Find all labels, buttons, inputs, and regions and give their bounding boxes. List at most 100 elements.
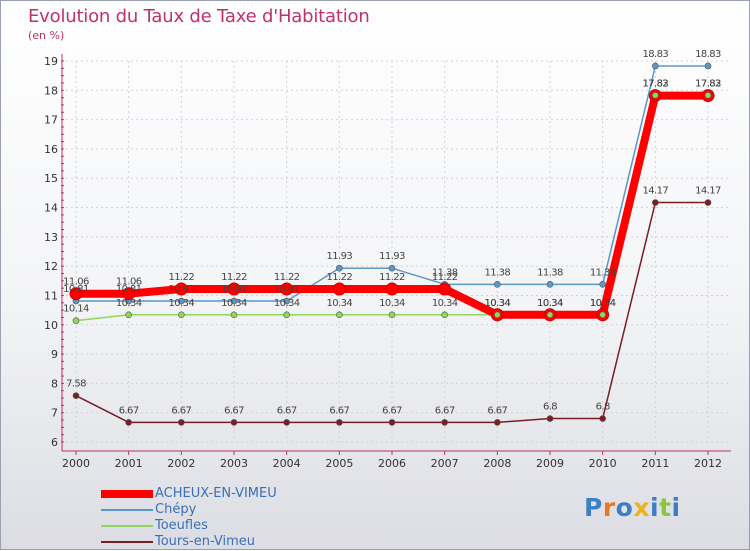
data-label: 11.38 xyxy=(537,267,563,278)
data-point xyxy=(438,282,452,296)
data-label: 17.82 xyxy=(695,79,721,90)
y-tick-label: 15 xyxy=(44,172,58,185)
data-label: 18.83 xyxy=(643,49,669,60)
y-tick-label: 13 xyxy=(44,231,58,244)
data-point xyxy=(704,62,712,70)
proxiti-logo: Proxiti xyxy=(584,493,681,522)
x-tick-label: 2004 xyxy=(273,457,301,470)
data-point xyxy=(388,419,396,426)
data-point xyxy=(280,282,294,296)
x-tick-label: 2001 xyxy=(115,457,143,470)
x-tick-label: 2006 xyxy=(378,457,406,470)
logo-letter: o xyxy=(615,493,634,522)
data-label: 10.34 xyxy=(221,298,247,309)
data-label: 11.38 xyxy=(432,267,458,278)
data-label: 10.81 xyxy=(169,284,195,295)
y-tick-label: 18 xyxy=(44,84,58,97)
data-point xyxy=(122,287,136,301)
data-point xyxy=(336,419,343,426)
x-tick-label: 2012 xyxy=(694,457,722,470)
data-point xyxy=(546,281,554,288)
data-label: 17.82 xyxy=(643,79,669,90)
data-label: 10.34 xyxy=(485,298,511,309)
data-label: 10.34 xyxy=(169,298,195,309)
y-tick-label: 7 xyxy=(51,407,58,420)
data-point xyxy=(283,311,290,319)
x-tick-label: 2010 xyxy=(589,457,617,470)
legend-label: Toeufles xyxy=(155,518,208,533)
data-point xyxy=(388,311,396,319)
data-label: 10.34 xyxy=(327,298,353,309)
data-label: 6.67 xyxy=(329,405,349,416)
data-label: 6.67 xyxy=(171,405,191,416)
data-point xyxy=(546,311,554,319)
legend-label: ACHEUX-EN-VIMEU xyxy=(155,486,277,501)
data-label: 11.06 xyxy=(63,277,89,288)
data-point xyxy=(230,311,238,319)
data-label: 10.34 xyxy=(432,298,458,309)
data-point xyxy=(125,311,132,319)
y-tick-label: 9 xyxy=(51,348,58,361)
data-label: 6.67 xyxy=(119,405,139,416)
data-label: 10.34 xyxy=(590,298,616,309)
data-label: 17.83 xyxy=(643,78,669,89)
data-point xyxy=(227,282,241,296)
data-label: 6.67 xyxy=(487,405,507,416)
x-tick-label: 2008 xyxy=(483,457,511,470)
data-point xyxy=(385,282,399,296)
x-tick-label: 2005 xyxy=(325,457,353,470)
data-label: 10.34 xyxy=(379,298,405,309)
x-tick-label: 2002 xyxy=(167,457,195,470)
data-point xyxy=(336,311,343,319)
data-point xyxy=(336,264,343,272)
legend-label: Tours-en-Vimeu xyxy=(155,534,256,549)
data-label: 10.81 xyxy=(116,284,142,295)
data-label: 18.83 xyxy=(695,49,721,60)
data-point xyxy=(72,392,80,399)
data-point xyxy=(652,91,659,99)
logo-letter: P xyxy=(584,493,603,522)
data-point xyxy=(441,419,448,426)
data-label: 6.67 xyxy=(224,405,244,416)
y-tick-label: 19 xyxy=(44,55,58,68)
data-point xyxy=(178,311,185,319)
data-point xyxy=(599,281,606,288)
data-point xyxy=(494,281,501,288)
data-point xyxy=(546,415,554,422)
data-label: 11.22 xyxy=(169,272,195,283)
y-tick-label: 17 xyxy=(44,114,58,127)
y-tick-label: 8 xyxy=(51,377,58,390)
data-point xyxy=(388,264,396,272)
data-point xyxy=(125,419,132,426)
data-point xyxy=(704,199,712,206)
data-label: 10.34 xyxy=(537,298,563,309)
data-label: 11.22 xyxy=(327,272,353,283)
data-point xyxy=(178,419,185,426)
y-tick-label: 10 xyxy=(44,319,58,332)
data-label: 10.34 xyxy=(485,298,511,309)
data-label: 6.67 xyxy=(435,405,455,416)
data-point xyxy=(72,317,80,324)
data-point xyxy=(283,297,290,305)
y-tick-label: 11 xyxy=(44,289,58,302)
data-point xyxy=(652,62,659,70)
x-tick-label: 2011 xyxy=(641,457,669,470)
data-label: 7.58 xyxy=(66,379,86,390)
data-point xyxy=(599,415,606,422)
x-tick-label: 2007 xyxy=(431,457,459,470)
data-label: 11.38 xyxy=(590,267,616,278)
data-point xyxy=(332,282,346,296)
chart-title: Evolution du Taux de Taxe d'Habitation xyxy=(28,6,370,27)
data-point xyxy=(69,287,83,301)
logo-letter: r xyxy=(602,493,616,522)
data-label: 11.38 xyxy=(485,267,511,278)
data-label: 11.22 xyxy=(274,272,300,283)
logo-letter: i xyxy=(650,493,660,522)
data-point xyxy=(230,419,238,426)
data-point xyxy=(599,311,606,319)
data-point xyxy=(494,311,501,319)
logo-letter: i xyxy=(671,493,681,522)
data-point xyxy=(704,91,712,99)
data-label: 11.06 xyxy=(116,277,142,288)
